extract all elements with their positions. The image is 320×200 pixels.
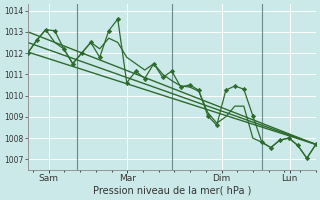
X-axis label: Pression niveau de la mer( hPa ): Pression niveau de la mer( hPa ): [92, 186, 251, 196]
